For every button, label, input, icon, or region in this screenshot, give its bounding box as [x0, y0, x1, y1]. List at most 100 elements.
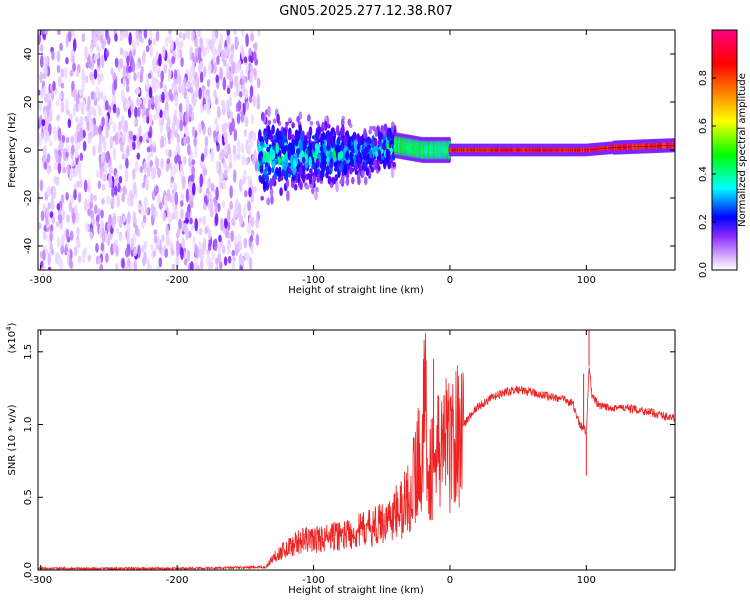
heatmap-cell [223, 256, 228, 266]
heatmap-cell [298, 153, 303, 162]
heatmap-cell [116, 196, 120, 208]
heatmap-cell [168, 88, 173, 101]
heatmap-cell [229, 73, 234, 82]
heatmap-cell [116, 107, 120, 117]
heatmap-cell [174, 95, 179, 108]
heatmap-cell [184, 127, 188, 136]
heatmap-cell [44, 30, 49, 35]
heatmap-cell [293, 183, 298, 191]
heatmap-cell [238, 241, 243, 251]
heatmap-cell [105, 252, 109, 263]
heatmap-cell [351, 176, 355, 185]
heatmap-cell [170, 38, 174, 51]
heatmap-cell [173, 69, 178, 80]
heatmap-cell [183, 258, 188, 266]
heatmap-cell [186, 210, 191, 220]
heatmap-cell [185, 226, 189, 241]
heatmap-cell [330, 127, 335, 135]
heatmap-cell [159, 81, 163, 89]
heatmap-cell [193, 143, 198, 158]
heatmap-cell [341, 124, 345, 137]
heatmap-cell [192, 182, 196, 196]
heatmap-cell [253, 68, 257, 76]
heatmap-cell [301, 172, 306, 184]
heatmap-cell [206, 254, 211, 267]
heatmap-cell [89, 119, 93, 129]
heatmap-cell [203, 195, 208, 204]
heatmap-cell [212, 34, 217, 44]
heatmap-cell [264, 162, 269, 168]
heatmap-cell [377, 148, 382, 161]
heatmap-cell [176, 48, 181, 60]
colorbar-ticks: 0.0 0.2 0.4 0.6 0.8 [698, 70, 716, 278]
heatmap-cell [49, 224, 54, 233]
heatmap-cell [69, 249, 73, 260]
heatmap-cell [326, 134, 331, 147]
heatmap-cell [362, 161, 367, 172]
heatmap-cell [130, 196, 134, 207]
heatmap-cell [180, 57, 184, 68]
heatmap-cell [243, 56, 248, 64]
heatmap-cell [122, 50, 127, 58]
heatmap-cell [137, 203, 141, 210]
heatmap-cell [142, 114, 147, 124]
heatmap-cell [56, 64, 61, 74]
heatmap-cell [167, 211, 172, 223]
heatmap-cell [43, 145, 47, 158]
heatmap-cell [203, 103, 207, 111]
heatmap-cell [99, 90, 104, 100]
heatmap-cell [249, 85, 254, 98]
heatmap-cell [314, 192, 318, 201]
heatmap-cell [142, 97, 147, 106]
heatmap-cell [95, 242, 99, 253]
heatmap-cell [363, 176, 368, 186]
heatmap-cell [205, 44, 210, 54]
heatmap-cell [174, 155, 178, 164]
heatmap-cell [286, 190, 290, 202]
spectrogram-y-axis-label: Frequency (Hz) [7, 112, 18, 188]
heatmap-cell [323, 145, 327, 153]
heatmap-cell [89, 42, 94, 51]
heatmap-cell [116, 182, 121, 193]
heatmap-cell [309, 168, 313, 174]
heatmap-cell [220, 148, 225, 159]
heatmap-cell [390, 140, 395, 145]
heatmap-cell [307, 114, 311, 122]
heatmap-cell [305, 184, 310, 190]
heatmap-cell [300, 133, 305, 143]
heatmap-cell [232, 169, 237, 183]
heatmap-cell [364, 146, 369, 155]
heatmap-cell [85, 62, 90, 69]
heatmap-cell [75, 116, 79, 124]
heatmap-cell [79, 152, 84, 162]
heatmap-cell [101, 197, 105, 205]
heatmap-cell [194, 243, 198, 257]
spectrogram-x-axis-label: Height of straight line (km) [288, 285, 424, 296]
heatmap-cell [260, 177, 265, 184]
heatmap-cell [296, 115, 300, 123]
spectrogram-x-tick-label: -300 [29, 275, 52, 286]
heatmap-cell [83, 76, 87, 84]
heatmap-cell [71, 30, 75, 38]
snr-y-axis-label: SNR (10 * v/v) [7, 404, 18, 475]
heatmap-cell [327, 123, 331, 129]
heatmap-cell [76, 93, 80, 105]
heatmap-cell [191, 159, 196, 166]
heatmap-cell [290, 154, 294, 162]
heatmap-cell [233, 30, 237, 36]
heatmap-cell [352, 131, 357, 140]
heatmap-cell [247, 201, 251, 212]
heatmap-cell [65, 192, 69, 201]
heatmap-cell [55, 98, 60, 108]
heatmap-cell [43, 161, 48, 170]
heatmap-cell [65, 136, 70, 144]
heatmap-cell [108, 174, 112, 189]
heatmap-cell [262, 180, 267, 190]
heatmap-cell [111, 186, 115, 198]
heatmap-cell [187, 143, 191, 156]
heatmap-cell [166, 238, 171, 246]
heatmap-cell [165, 224, 170, 238]
heatmap-cell [155, 185, 159, 195]
heatmap-cell [184, 110, 189, 124]
colorbar-label: Normalized spectral amplitude [737, 73, 748, 227]
